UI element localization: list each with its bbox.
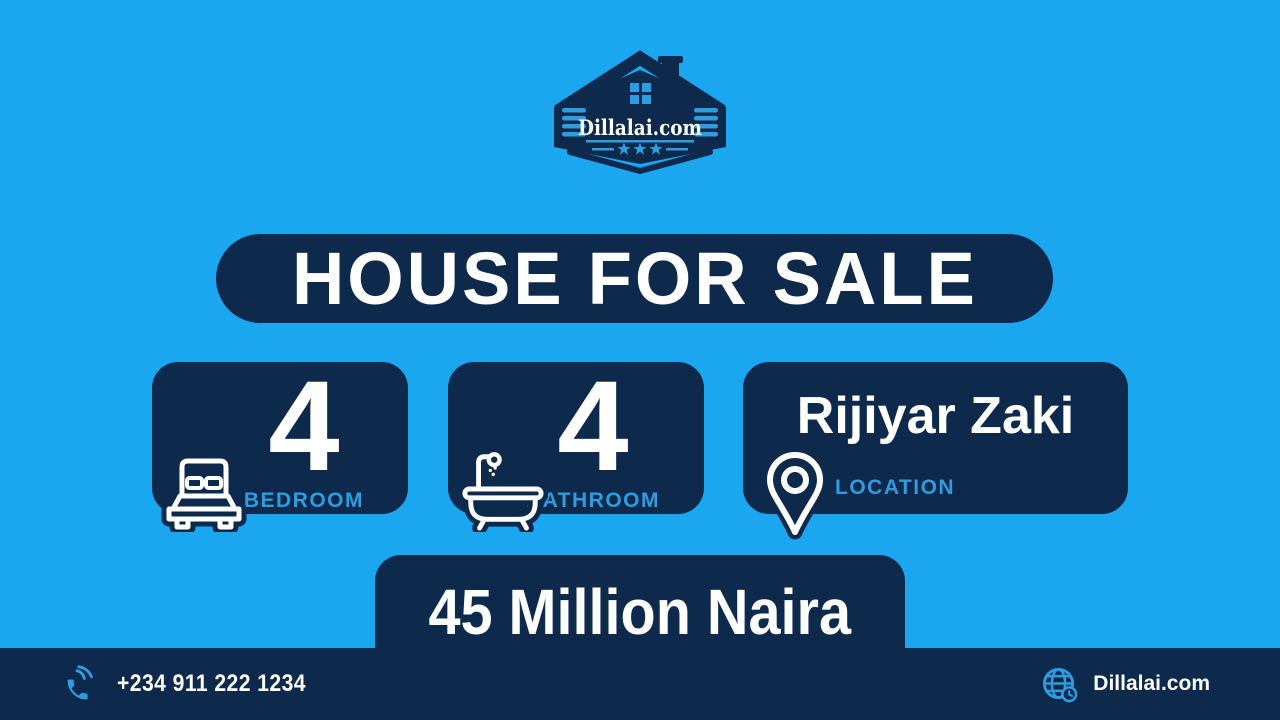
location-pin-icon [762,450,828,540]
title-text: HOUSE FOR SALE [291,237,978,320]
bedroom-label: BEDROOM [243,489,364,513]
bed-icon [161,454,247,532]
stars-icon [592,142,688,155]
website-text: Dillalai.com [1093,672,1210,695]
footer-website: Dillalai.com [1041,666,1210,703]
bedroom-count: 4 [268,354,340,498]
footer-bar: +234 911 222 1234 Dillalai.com [0,648,1280,720]
location-card: Rijiyar Zaki LOCATION [743,362,1128,540]
bathtub-shower-icon [458,446,548,532]
louver-lines [562,108,718,137]
globe-icon [1043,667,1078,702]
bathroom-count: 4 [557,354,629,498]
location-value: Rijiyar Zaki [796,387,1075,445]
logo-underline [586,140,694,143]
house-badge-icon: Dillalai.com [554,50,726,175]
bathroom-label: BATHROOM [525,489,660,513]
bathroom-card: 4 BATHROOM [448,354,704,532]
phone-number: +234 911 222 1234 [117,670,306,697]
water-drops [488,466,497,477]
phone-icon [67,665,93,700]
bedroom-card: 4 BEDROOM [152,354,408,532]
price-text: 45 Million Naira [428,576,852,648]
location-label: LOCATION [835,476,956,499]
window-icon [630,83,651,104]
logo-text: Dillalai.com [578,115,702,140]
brand-logo: Dillalai.com [550,46,730,176]
title-banner: HOUSE FOR SALE [216,234,1053,323]
footer-contact: +234 911 222 1234 [62,665,332,703]
price-banner: 45 Million Naira [375,555,905,661]
